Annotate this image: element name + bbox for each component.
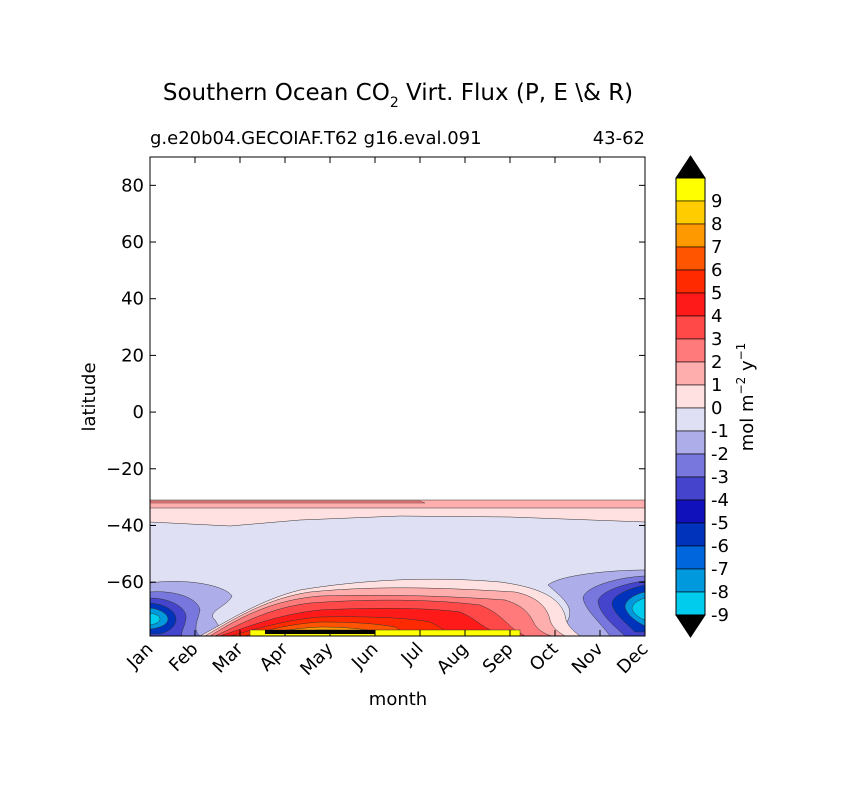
- x-tick-label: Mar: [209, 638, 248, 677]
- x-tick-label: Oct: [526, 639, 563, 676]
- x-axis-label: month: [369, 689, 427, 710]
- contour-field: [150, 499, 645, 636]
- colorbar-frame: [675, 177, 706, 616]
- subtitle-right: 43-62: [593, 128, 645, 149]
- x-tick-label: Sep: [479, 639, 518, 678]
- colorbar-extend-top: [675, 155, 706, 179]
- colorbar-swatch: [675, 177, 706, 202]
- colorbar-swatch: [675, 522, 706, 547]
- colorbar-tick-label: 1: [711, 375, 722, 396]
- colorbar-tick-label: 7: [711, 237, 722, 258]
- colorbar-tick-label: 0: [711, 398, 722, 419]
- contour-neg9-left: [150, 612, 161, 626]
- colorbar-swatch: [675, 545, 706, 570]
- y-tick-label: −40: [106, 515, 144, 536]
- subtitle-left: g.e20b04.GECOIAF.T62 g16.eval.091: [150, 128, 482, 149]
- x-tick-label: Jan: [122, 639, 157, 674]
- colorbar-swatch: [675, 591, 706, 616]
- x-tick-label: Nov: [568, 638, 608, 678]
- colorbar-tick-label: -8: [711, 582, 729, 603]
- y-axis: 80 60 40 20 0 −20 −40 −60: [106, 175, 645, 593]
- y-tick-label: 40: [121, 289, 144, 310]
- colorbar-swatch: [675, 269, 706, 294]
- colorbar-tick-label: 5: [711, 283, 722, 304]
- contour-over-strip: [265, 630, 375, 634]
- contour-9-strip: [249, 629, 521, 636]
- colorbar-swatch: [675, 430, 706, 455]
- contour-neg9-right: [631, 597, 645, 621]
- chart-title: Southern Ocean CO2 Virt. Flux (P, E \& R…: [163, 80, 633, 111]
- colorbar-tick-label: -4: [711, 490, 729, 511]
- y-tick-label: 20: [121, 345, 144, 366]
- colorbar-tick-label: -5: [711, 513, 729, 534]
- colorbar-swatch: [675, 292, 706, 317]
- contour-0-band: [150, 506, 645, 527]
- colorbar-swatch: [675, 384, 706, 409]
- x-tick-label: Jun: [347, 639, 382, 674]
- colorbar-tick-label: 6: [711, 260, 722, 281]
- colorbar-swatch: [675, 407, 706, 432]
- colorbar-swatch: [675, 338, 706, 363]
- y-tick-label: −60: [106, 572, 144, 593]
- y-tick-label: 80: [121, 175, 144, 196]
- colorbar-tick-label: -6: [711, 536, 729, 557]
- plot-frame: [149, 156, 646, 637]
- colorbar-tick-label: 2: [711, 352, 722, 373]
- contour-1-band: [150, 499, 645, 509]
- colorbar-swatch: [675, 246, 706, 271]
- x-tick-label: Dec: [613, 639, 652, 678]
- y-tick-label: 60: [121, 232, 144, 253]
- y-tick-label: −20: [106, 459, 144, 480]
- colorbar-swatch: [675, 200, 706, 225]
- colorbar-tick-label: -3: [711, 467, 729, 488]
- x-tick-label: Apr: [256, 638, 293, 675]
- y-axis-label: latitude: [79, 362, 100, 431]
- colorbar-tick-label: -1: [711, 421, 729, 442]
- colorbar-label: mol m−2 y−1: [734, 343, 758, 452]
- x-tick-label: Aug: [433, 639, 473, 679]
- colorbar-swatch: [675, 315, 706, 340]
- colorbar-tick-label: -2: [711, 444, 729, 465]
- y-tick-label: 0: [133, 402, 144, 423]
- colorbar-tick-label: -9: [711, 605, 729, 626]
- x-tick-label: May: [296, 638, 337, 679]
- colorbar-tick-label: 8: [711, 214, 722, 235]
- colorbar-swatch: [675, 568, 706, 593]
- colorbar-tick-label: 9: [711, 191, 722, 212]
- plot-area: [149, 156, 646, 637]
- colorbar-swatch: [675, 453, 706, 478]
- colorbar-tick-label: 4: [711, 306, 722, 327]
- colorbar-tick-label: -7: [711, 559, 729, 580]
- x-tick-label: Feb: [165, 639, 202, 676]
- colorbar-swatch: [675, 476, 706, 501]
- colorbar-swatch: [675, 223, 706, 248]
- x-tick-label: Jul: [397, 639, 428, 670]
- colorbar-extend-bottom: [675, 614, 706, 638]
- colorbar-swatch: [675, 361, 706, 386]
- contour-2-sliver: [150, 500, 426, 504]
- colorbar-tick-label: 3: [711, 329, 722, 350]
- colorbar-swatch: [675, 499, 706, 524]
